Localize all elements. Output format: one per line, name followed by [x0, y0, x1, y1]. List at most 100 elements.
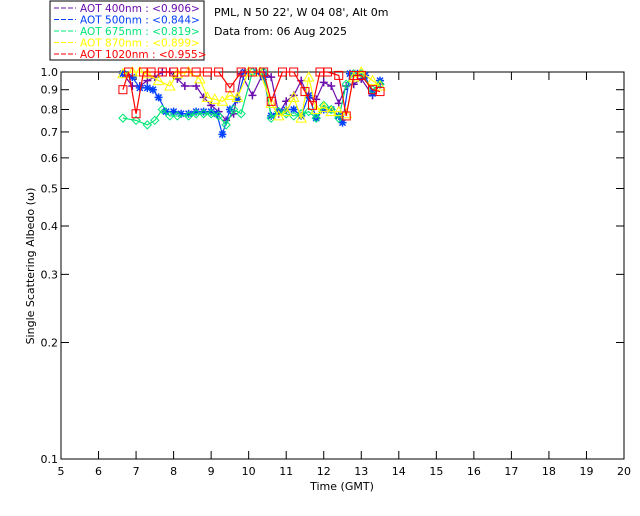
data-point — [277, 67, 287, 77]
data-point — [180, 67, 190, 77]
x-tick-label: 16 — [467, 465, 481, 478]
data-point — [128, 73, 137, 82]
data-point — [214, 67, 224, 77]
data-point — [207, 107, 216, 116]
data-point — [248, 91, 257, 100]
data-point — [142, 120, 153, 130]
x-tick-label: 14 — [392, 465, 406, 478]
legend-label: AOT 400nm : <0.906> — [80, 3, 200, 15]
data-point — [326, 104, 336, 115]
data-point — [267, 73, 276, 82]
chart-subtitle: Data from: 06 Aug 2025 — [214, 25, 347, 38]
data-point — [224, 89, 236, 100]
data-point — [302, 71, 315, 82]
data-point — [199, 107, 208, 116]
data-point — [183, 111, 194, 121]
legend-label: AOT 500nm : <0.844> — [80, 15, 200, 27]
data-point — [163, 79, 176, 91]
data-point — [300, 87, 310, 97]
data-point — [236, 109, 246, 119]
data-point — [322, 67, 332, 77]
data-point — [233, 95, 242, 104]
data-point — [135, 83, 144, 92]
x-tick-label: 19 — [579, 465, 593, 478]
legend-label: AOT 870nm : <0.899> — [80, 38, 200, 50]
x-tick-label: 12 — [317, 465, 331, 478]
data-point — [341, 79, 351, 89]
data-point — [118, 113, 128, 123]
data-point — [259, 73, 268, 82]
data-point — [289, 67, 299, 77]
y-tick-label: 0.2 — [41, 337, 59, 350]
x-tick-label: 13 — [354, 465, 368, 478]
data-point — [165, 111, 175, 121]
data-point — [177, 109, 186, 118]
data-point — [201, 91, 214, 102]
data-point — [202, 67, 212, 77]
data-point — [289, 105, 298, 114]
data-point — [340, 107, 353, 119]
data-point — [162, 107, 171, 116]
x-axis-label: Time (GMT) — [309, 480, 374, 493]
x-tick-label: 7 — [133, 465, 140, 478]
data-point — [319, 100, 329, 111]
data-point — [192, 107, 201, 116]
y-tick-label: 0.5 — [41, 182, 59, 195]
data-point — [216, 95, 229, 106]
data-point — [259, 67, 269, 77]
data-point — [341, 111, 351, 121]
data-point — [231, 91, 244, 102]
data-point — [191, 109, 201, 119]
data-point — [152, 74, 165, 86]
y-tick-label: 0.8 — [41, 104, 59, 117]
data-point — [131, 109, 141, 119]
y-tick-label: 0.7 — [41, 126, 59, 139]
data-point — [198, 109, 209, 119]
data-point — [221, 120, 231, 130]
data-point — [180, 82, 189, 91]
data-point — [366, 74, 379, 86]
y-tick-label: 0.6 — [41, 152, 59, 165]
y-tick-label: 1.0 — [41, 66, 59, 79]
data-point — [148, 85, 157, 94]
data-point — [141, 67, 154, 79]
data-point — [213, 111, 224, 121]
data-point — [375, 79, 385, 89]
data-point — [236, 67, 246, 77]
data-point — [338, 118, 347, 127]
data-point — [375, 87, 385, 97]
data-point — [295, 112, 308, 123]
data-point — [266, 96, 276, 106]
x-tick-label: 18 — [542, 465, 556, 478]
x-tick-label: 10 — [242, 465, 256, 478]
data-point — [311, 113, 321, 123]
data-point — [118, 85, 128, 95]
data-point — [332, 105, 345, 117]
data-point — [124, 67, 134, 77]
y-axis-label: Single Scattering Albedo (ω) — [24, 188, 37, 345]
data-point — [287, 91, 300, 102]
data-point — [169, 107, 178, 116]
data-point — [265, 97, 278, 108]
data-point — [157, 104, 168, 115]
data-point — [218, 130, 227, 139]
data-point — [247, 67, 257, 77]
data-point — [118, 69, 127, 78]
x-tick-label: 6 — [95, 465, 102, 478]
plot-area: 5 6 7 8 9 10 11 12 13 14 15 16 17 18 19 20 1.0 0.9 0.8 0.7 0… — [41, 65, 631, 478]
data-point — [266, 113, 276, 123]
data-point — [228, 104, 239, 115]
plot-frame — [60, 71, 625, 460]
data-point — [319, 78, 328, 87]
data-point — [117, 67, 129, 79]
y-tick-label: 0.3 — [41, 268, 59, 281]
data-point — [307, 100, 317, 110]
x-tick-label: 17 — [504, 465, 518, 478]
data-point — [194, 72, 206, 84]
legend: AOT 400nm : <0.906>AOT 500nm : <0.844> AO… — [49, 0, 207, 61]
data-point — [347, 71, 360, 82]
data-point — [146, 67, 156, 77]
data-point — [172, 111, 183, 121]
y-tick-label: 0.9 — [41, 84, 59, 97]
